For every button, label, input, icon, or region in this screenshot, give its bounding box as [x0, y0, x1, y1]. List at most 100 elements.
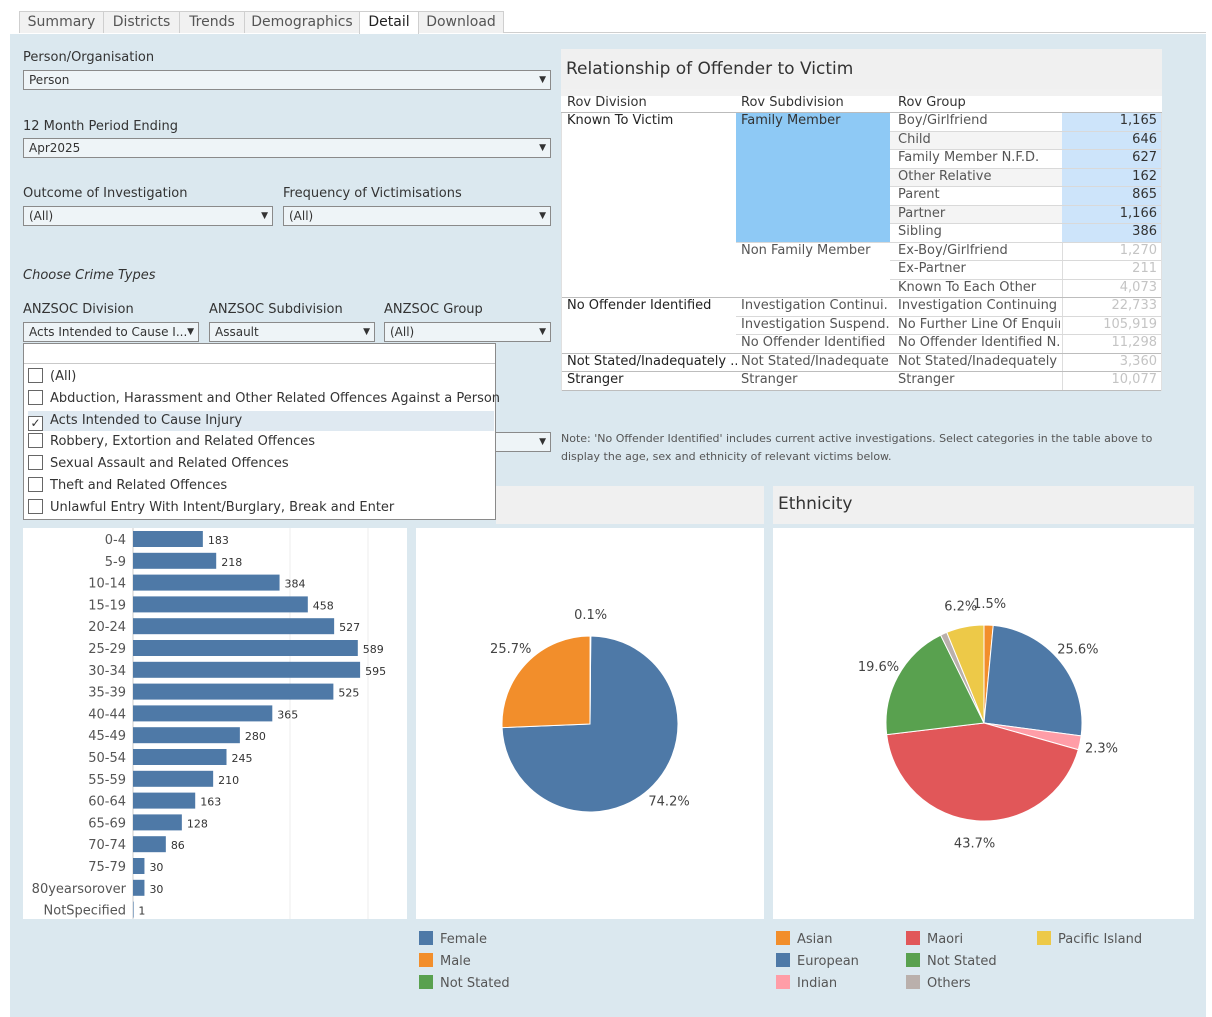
pie-slice[interactable]	[885, 634, 985, 736]
age-bar[interactable]	[133, 574, 280, 591]
pie-slice[interactable]	[946, 624, 985, 724]
rov-group-cell[interactable]: No Offender Identified N...	[898, 335, 1060, 350]
hidden-filter-dropdown[interactable]: ▼	[490, 432, 551, 452]
rov-value-cell[interactable]: 386	[1132, 224, 1157, 239]
rov-value-cell[interactable]: 22,733	[1111, 298, 1158, 313]
rov-group-cell[interactable]: Known To Each Other	[898, 279, 1037, 295]
checkbox-icon[interactable]	[28, 368, 43, 383]
rov-value-cell[interactable]: 1,165	[1119, 113, 1157, 128]
age-bar[interactable]	[133, 531, 203, 547]
age-bar[interactable]	[133, 618, 335, 635]
checkbox-icon[interactable]	[28, 455, 43, 471]
rov-value-cell[interactable]: 1,166	[1119, 205, 1157, 221]
pie-slice[interactable]	[589, 635, 592, 725]
age-bar[interactable]	[133, 836, 166, 853]
rov-group-cell[interactable]: Boy/Girlfriend	[898, 113, 988, 128]
rov-group-cell[interactable]: Parent	[898, 187, 940, 202]
rov-value-cell[interactable]: 4,073	[1119, 279, 1157, 295]
rov-group-cell[interactable]: Other Relative	[898, 168, 992, 184]
age-bar[interactable]	[133, 705, 273, 722]
dropdown-option[interactable]: Abduction, Harassment and Other Related …	[28, 389, 500, 409]
rov-value-cell[interactable]: 105,919	[1103, 316, 1157, 332]
rov-group-cell[interactable]: No Further Line Of Enquiry	[898, 316, 1060, 332]
pie-slice[interactable]	[886, 722, 1079, 822]
rov-group-cell[interactable]: Not Stated/Inadequately ..	[898, 353, 1060, 369]
checkbox-icon[interactable]	[28, 433, 43, 449]
rov-subdivision-cell[interactable]: Stranger	[741, 372, 798, 387]
rov-group-cell[interactable]: Stranger	[898, 372, 955, 387]
subdivision-dropdown[interactable]: Assault ▼	[209, 322, 375, 342]
rov-subdivision-cell[interactable]: Investigation Continui..	[741, 298, 889, 313]
ethnicity-legend-item[interactable]: Maori	[906, 931, 963, 947]
age-bar[interactable]	[133, 879, 145, 896]
rov-group-cell[interactable]: Ex-Boy/Girlfriend	[898, 242, 1008, 258]
age-bar[interactable]	[133, 727, 240, 744]
rov-subdivision-cell[interactable]: Not Stated/Inadequate..	[741, 353, 889, 369]
rov-subdivision-cell[interactable]: Investigation Suspend..	[741, 316, 889, 332]
age-bar[interactable]	[133, 552, 217, 569]
pie-slice[interactable]	[983, 624, 1083, 737]
rov-value-cell[interactable]: 11,298	[1111, 335, 1158, 350]
age-bar[interactable]	[133, 858, 145, 874]
checkbox-icon[interactable]	[28, 389, 43, 405]
period-dropdown[interactable]: Apr2025 ▼	[23, 138, 551, 158]
ethnicity-legend-item[interactable]: Pacific Island	[1037, 931, 1142, 947]
age-bar[interactable]	[133, 683, 334, 700]
rov-division-cell[interactable]: No Offender Identified	[567, 298, 712, 313]
age-bar[interactable]	[133, 749, 227, 765]
age-bar[interactable]	[133, 640, 358, 656]
ethnicity-legend-item[interactable]: Asian	[776, 931, 832, 947]
age-bar[interactable]	[133, 770, 214, 787]
rov-group-cell[interactable]: Family Member N.F.D.	[898, 150, 1040, 165]
sex-legend-item[interactable]: Not Stated	[419, 975, 510, 991]
tab-detail[interactable]: Detail	[359, 11, 419, 34]
rov-group-cell[interactable]: Investigation Continuing	[898, 298, 1058, 313]
person-org-dropdown[interactable]: Person ▼	[23, 70, 551, 90]
rov-value-cell[interactable]: 211	[1132, 261, 1157, 276]
rov-subdivision-cell[interactable]: No Offender Identified ..	[741, 335, 889, 350]
rov-subdivision-cell[interactable]: Non Family Member	[741, 242, 871, 258]
outcome-dropdown[interactable]: (All) ▼	[23, 206, 273, 226]
rov-value-cell[interactable]: 646	[1132, 131, 1157, 147]
rov-division-cell[interactable]: Known To Victim	[567, 113, 674, 128]
dropdown-option[interactable]: Sexual Assault and Related Offences	[28, 454, 494, 474]
dropdown-option[interactable]: (All)	[28, 367, 494, 387]
dropdown-search-input[interactable]	[24, 344, 495, 364]
rov-division-cell[interactable]: Not Stated/Inadequately ..	[567, 353, 737, 369]
checkbox-icon[interactable]	[28, 498, 43, 514]
age-bar[interactable]	[133, 792, 196, 809]
rov-subdivision-cell[interactable]: Family Member	[741, 113, 841, 128]
tab-districts[interactable]: Districts	[103, 11, 180, 33]
rov-value-cell[interactable]: 162	[1132, 168, 1157, 184]
ethnicity-legend-item[interactable]: Not Stated	[906, 953, 997, 969]
tab-demographics[interactable]: Demographics	[244, 11, 360, 33]
tab-trends[interactable]: Trends	[179, 11, 245, 33]
sex-legend-item[interactable]: Male	[419, 953, 471, 969]
rov-division-cell[interactable]: Stranger	[567, 372, 624, 387]
ethnicity-legend-item[interactable]: Others	[906, 975, 971, 991]
checkbox-icon[interactable]	[28, 477, 43, 492]
frequency-dropdown[interactable]: (All) ▼	[283, 206, 551, 226]
sex-legend-item[interactable]: Female	[419, 931, 487, 947]
rov-value-cell[interactable]: 3,360	[1119, 353, 1157, 369]
dropdown-option[interactable]: Theft and Related Offences	[28, 476, 494, 496]
ethnicity-legend-item[interactable]: Indian	[776, 975, 837, 991]
ethnicity-legend-item[interactable]: European	[776, 953, 859, 969]
rov-group-cell[interactable]: Sibling	[898, 224, 942, 239]
group-dropdown[interactable]: (All) ▼	[384, 322, 551, 342]
rov-group-cell[interactable]: Ex-Partner	[898, 261, 966, 276]
tab-download[interactable]: Download	[418, 11, 504, 33]
pie-slice[interactable]	[501, 635, 591, 729]
rov-value-cell[interactable]: 1,270	[1119, 242, 1157, 258]
checkbox-checked-icon[interactable]: ✓	[28, 415, 43, 431]
dropdown-option[interactable]: ✓ Acts Intended to Cause Injury	[28, 410, 494, 431]
rov-value-cell[interactable]: 627	[1132, 150, 1157, 165]
rov-value-cell[interactable]: 865	[1132, 187, 1157, 202]
rov-group-cell[interactable]: Child	[898, 131, 931, 147]
age-bar[interactable]	[133, 596, 308, 613]
division-dropdown[interactable]: Acts Intended to Cause I... ▼	[23, 322, 199, 342]
dropdown-option[interactable]: Robbery, Extortion and Related Offences	[28, 432, 494, 452]
age-bar[interactable]	[133, 814, 182, 831]
age-bar[interactable]	[133, 661, 361, 678]
dropdown-option[interactable]: Unlawful Entry With Intent/Burglary, Bre…	[28, 498, 494, 518]
